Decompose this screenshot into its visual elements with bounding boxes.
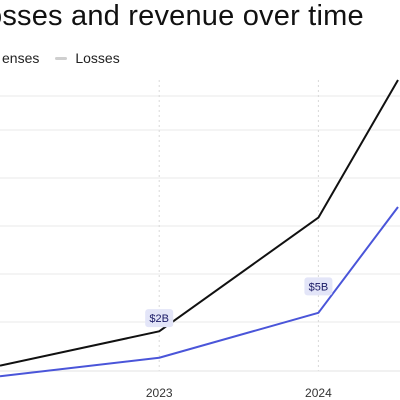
legend-label-expenses: enses bbox=[2, 50, 40, 66]
legend-swatch-losses bbox=[55, 56, 68, 60]
legend-label-losses: Losses bbox=[75, 50, 120, 66]
legend-item-losses: Losses bbox=[55, 50, 120, 66]
series-line-1 bbox=[0, 79, 399, 367]
data-label-box bbox=[304, 277, 333, 296]
data-label: $2B bbox=[149, 313, 169, 325]
x-tick-label: 2024 bbox=[305, 386, 332, 400]
data-label-box bbox=[145, 309, 174, 328]
x-tick-label: 2023 bbox=[146, 386, 173, 400]
legend-item-expenses: enses bbox=[0, 50, 39, 66]
series-line-2 bbox=[0, 206, 399, 378]
data-label: $5B bbox=[309, 281, 329, 293]
chart-title: osses and revenue over time bbox=[0, 0, 364, 32]
legend: enses Losses bbox=[0, 50, 120, 66]
